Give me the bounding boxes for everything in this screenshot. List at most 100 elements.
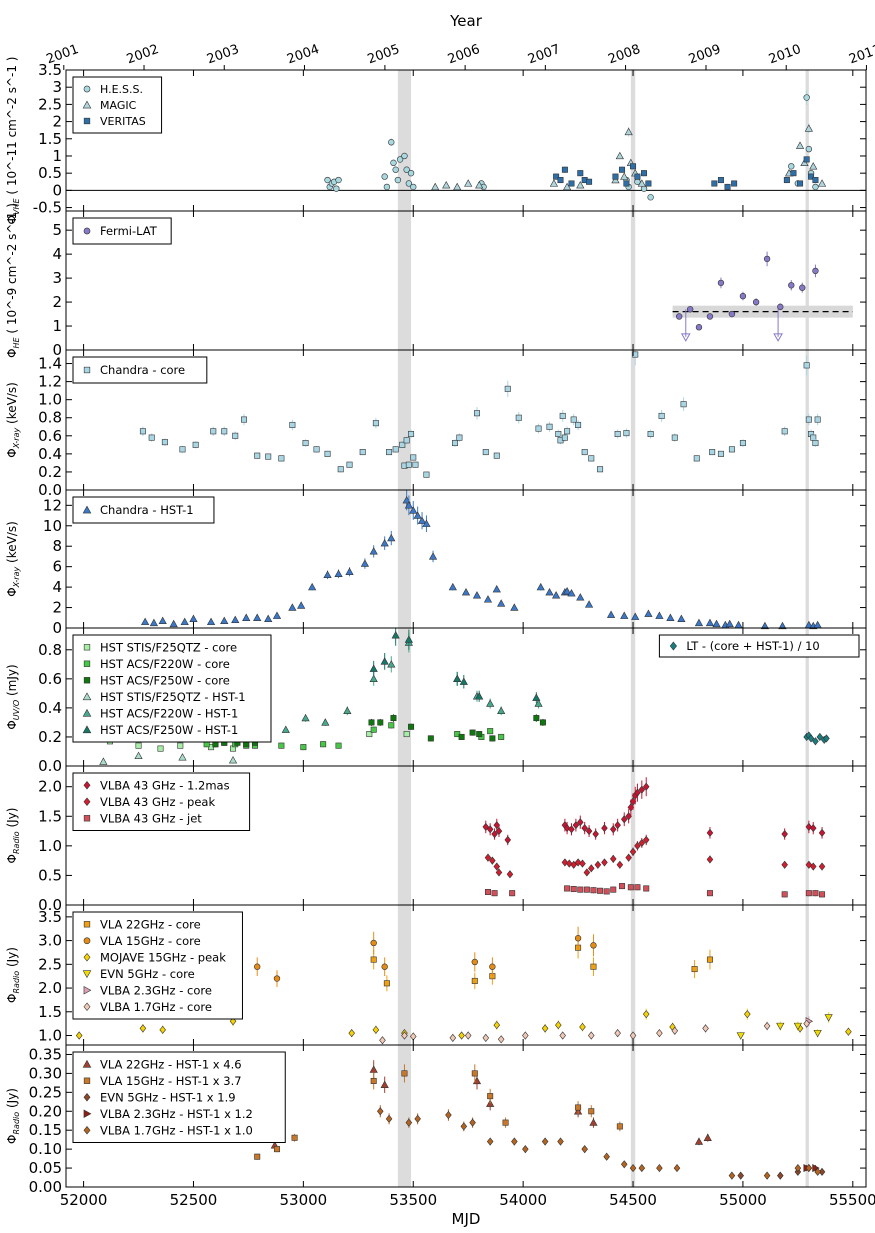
legend-label: VLBA 43 GHz - 1.2mas [100,778,230,792]
data-point [533,715,540,722]
data-point [403,437,410,444]
data-point [561,434,568,441]
legend-label: VLBA 1.7GHz - HST-1 x 1.0 [100,1123,253,1137]
panel-7: 1.0 1.5 2.0 2.5 3.0 3.5 ΦRadio (Jy) VLA 22GHz -… [5,904,867,1046]
y-tick-label: 6 [52,558,62,576]
data-point [549,179,559,187]
data-point [590,887,597,894]
data-point [647,430,654,437]
data-point [493,1020,501,1030]
data-point [744,1010,751,1019]
y-tick-label: 0 [52,181,62,199]
data-point [401,152,408,160]
legend-label: VLBA 43 GHz - jet [100,811,202,825]
data-point [484,888,491,895]
data-point [588,864,595,873]
data-point [491,829,498,839]
data-point [486,1137,494,1146]
data-point [805,890,812,897]
data-point [559,1031,566,1040]
data-point [289,421,296,428]
data-point [623,430,630,437]
data-point [158,616,167,625]
data-point [273,975,281,982]
data-point [706,828,714,837]
data-point [812,267,819,275]
data-point [804,124,813,132]
data-point [493,452,500,459]
data-point [348,1029,355,1038]
data-point [428,552,438,560]
data-point [192,441,199,448]
series-8-5 [377,1105,821,1180]
data-point [619,883,626,890]
data-point [728,310,736,318]
data-point [631,612,640,620]
data-point [717,450,724,457]
data-point [568,180,575,187]
legend-label: VLBA 1.7GHz - core [100,1000,212,1014]
y-tick-label: 0.6 [38,427,62,445]
data-point [589,1118,598,1126]
upper-limit-arrow [773,333,783,342]
data-point [278,742,285,749]
legend-label: EVN 5GHz - core [100,967,195,981]
y-tick-label: 2 [52,113,62,131]
data-point [615,151,624,160]
data-point [818,862,826,871]
data-point [157,745,164,752]
legend-marker [83,1077,91,1084]
data-point [522,1031,529,1040]
data-point [220,616,229,625]
y-tick-label: 0.5 [38,164,62,182]
y-tick-label: 0.0 [38,896,62,914]
y-tick-label: 1.0 [38,391,62,409]
panel-2: 0 1 2 3 4 5 ΦHE ( 10^-9 cm^-2 s^-1 ) Fermi-LAT [5,203,867,359]
data-point [324,176,331,184]
data-point [380,657,389,665]
data-point [410,454,417,461]
y-axis-label: ΦX-ray (keV/s) [5,521,21,597]
data-point [576,593,585,601]
series-7-6 [379,1018,810,1045]
data-point [370,956,377,963]
y-tick-label: 4 [52,245,62,263]
data-point [453,182,462,191]
data-point [693,455,700,462]
data-point [399,441,406,448]
data-point [472,591,482,599]
data-point [302,440,309,447]
data-point [805,416,812,423]
data-point [609,825,617,834]
data-point [392,166,399,173]
data-point [482,1033,490,1042]
legend-label: VLA 22GHz - HST-1 x 4.6 [100,1057,242,1071]
y-tick-label: 0.15 [29,1121,62,1139]
data-point [812,1163,820,1173]
data-point [288,603,297,611]
data-point [541,1137,549,1146]
data-point [616,1123,623,1130]
year-tick-label: 2010 [767,42,803,67]
data-point [134,751,143,760]
data-point [620,1160,628,1169]
series-7-3 [75,1008,852,1040]
y-axis-label: ΦUV/O (mJy) [5,664,21,729]
data-point [308,582,317,591]
data-point [404,635,413,643]
data-point [281,725,290,733]
data-point [655,611,664,619]
data-point [702,1024,709,1033]
data-point [489,856,496,865]
y-tick-label: 0.0 [38,481,62,499]
data-point [169,619,178,628]
data-point [623,180,630,187]
data-point [567,589,576,597]
data-point [464,179,473,187]
data-point [334,569,343,578]
data-point [388,139,395,146]
y-axis-label: ΦRadio (Jy) [5,947,21,1003]
data-point [706,313,714,320]
data-point [817,179,827,187]
